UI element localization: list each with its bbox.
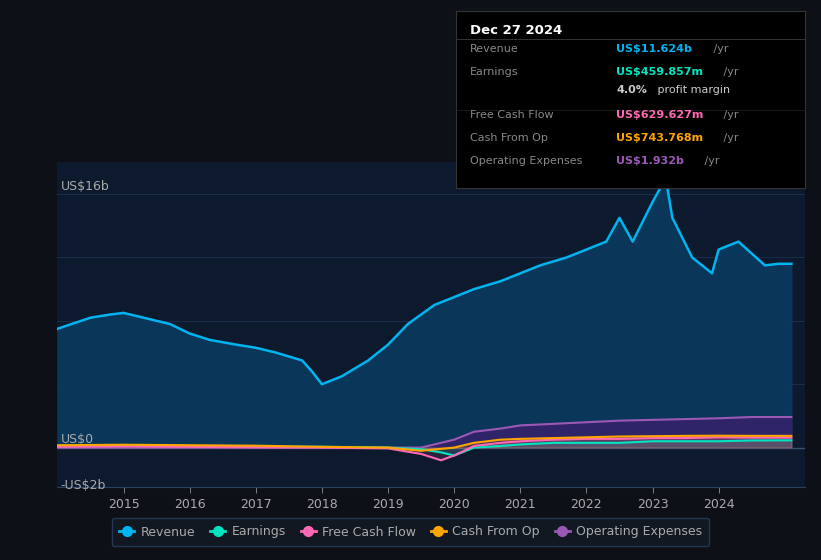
Text: Dec 27 2024: Dec 27 2024 [470,24,562,36]
Text: profit margin: profit margin [654,85,730,95]
Text: 4.0%: 4.0% [616,85,647,95]
Text: US$16b: US$16b [61,180,109,193]
Text: /yr: /yr [701,156,719,166]
Text: US$1.932b: US$1.932b [616,156,684,166]
Text: US$459.857m: US$459.857m [616,67,703,77]
Text: Revenue: Revenue [470,44,518,54]
Text: US$0: US$0 [61,433,94,446]
Text: Free Cash Flow: Free Cash Flow [470,110,553,120]
Text: Cash From Op: Cash From Op [470,133,548,143]
Text: /yr: /yr [710,44,729,54]
Text: /yr: /yr [720,110,738,120]
Text: /yr: /yr [720,67,738,77]
Text: US$743.768m: US$743.768m [616,133,704,143]
Text: -US$2b: -US$2b [61,479,106,492]
Text: US$11.624b: US$11.624b [616,44,692,54]
Text: Earnings: Earnings [470,67,518,77]
Text: Operating Expenses: Operating Expenses [470,156,582,166]
Legend: Revenue, Earnings, Free Cash Flow, Cash From Op, Operating Expenses: Revenue, Earnings, Free Cash Flow, Cash … [112,518,709,546]
Text: US$629.627m: US$629.627m [616,110,704,120]
Text: /yr: /yr [720,133,738,143]
